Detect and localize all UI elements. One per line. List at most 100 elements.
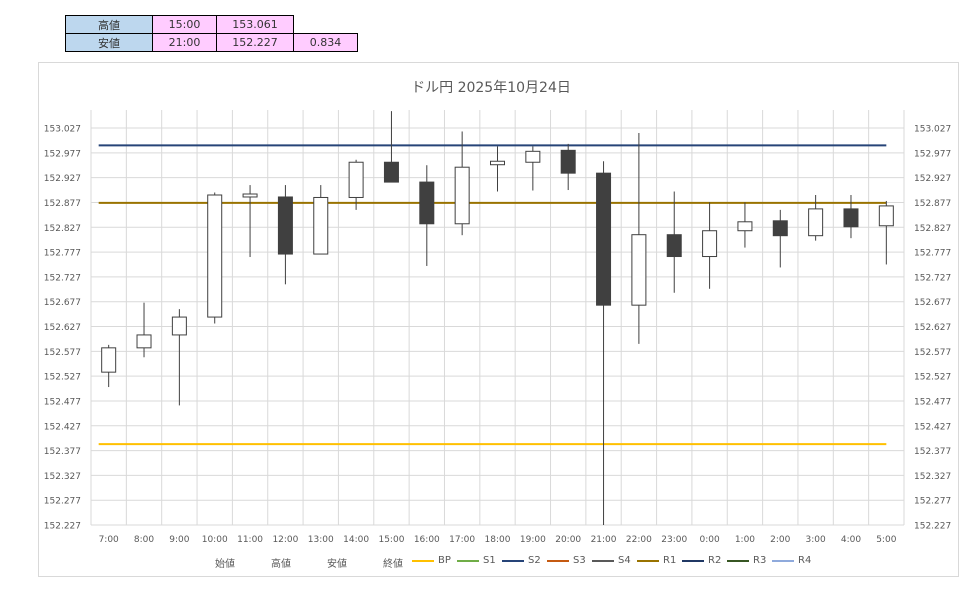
candle-body-up [207,194,223,318]
y-tick-label-right: 152.877 [914,199,951,209]
y-tick-label-left: 152.577 [44,348,81,358]
x-tick-label: 8:00 [134,535,154,545]
legend-item: 始値 [215,559,235,570]
legend-swatch [412,559,434,562]
candle-body-down [666,234,682,258]
x-tick-label: 9:00 [169,535,189,545]
legend-item-s2: S2 [502,555,541,566]
x-tick-label: 11:00 [237,535,263,545]
y-tick-label-left: 152.677 [44,298,81,308]
candle-body-up [878,205,894,227]
y-tick-label-right: 152.527 [914,373,951,383]
y-tick-label-left: 152.877 [44,199,81,209]
x-tick-label: 16:00 [414,535,440,545]
x-tick-label: 5:00 [876,535,896,545]
high-time: 15:00 [152,15,217,34]
y-tick-label-left: 152.427 [44,422,81,432]
candle-body-down [772,220,788,237]
x-tick-label: 14:00 [343,535,369,545]
x-tick-label: 20:00 [555,535,581,545]
legend-label: S2 [528,555,541,566]
legend-item-r1: R1 [637,555,676,566]
y-tick-label-left: 153.027 [44,125,81,135]
candle-body-down [277,196,293,255]
candle-body-up [313,196,329,255]
candle-body-up [525,150,541,163]
legend-item-bp: BP [412,555,451,566]
y-tick-label-left: 152.827 [44,224,81,234]
legend-item-s4: S4 [592,555,631,566]
candle-body-up [454,166,470,225]
y-tick-label-left: 152.477 [44,397,81,407]
y-tick-label-right: 152.927 [914,174,951,184]
legend-label: R4 [798,555,812,566]
y-tick-label-left: 152.527 [44,373,81,383]
legend-label: R1 [663,555,677,566]
range-value: 0.834 [293,33,358,52]
candle-body-up [631,234,647,306]
low-time: 21:00 [152,33,217,52]
y-tick-label-left: 152.977 [44,149,81,159]
y-tick-label-left: 152.227 [44,522,81,532]
y-tick-label-left: 152.627 [44,323,81,333]
legend-swatch [592,559,614,562]
candle-body-up [490,160,505,166]
y-tick-label-right: 152.827 [914,224,951,234]
x-tick-label: 0:00 [699,535,719,545]
legend-item-r3: R3 [727,555,766,566]
x-tick-label: 21:00 [591,535,617,545]
candle-body-up [737,221,753,232]
y-tick-label-left: 152.927 [44,174,81,184]
candle-body-up [136,334,152,349]
x-tick-label: 7:00 [99,535,119,545]
high-label: 高値 [65,15,153,34]
y-tick-label-right: 152.227 [914,522,951,532]
x-tick-label: 1:00 [735,535,755,545]
legend-swatch [682,559,704,562]
summary-row-high: 高値 15:00 153.061 [65,15,358,34]
legend-swatch [772,559,794,562]
low-label: 安値 [65,33,153,52]
y-tick-label-left: 152.727 [44,273,81,283]
candle-body-down [419,181,435,225]
y-tick-label-right: 152.477 [914,397,951,407]
x-tick-label: 13:00 [308,535,334,545]
x-tick-label: 23:00 [661,535,687,545]
y-tick-label-right: 152.277 [914,497,951,507]
x-tick-label: 19:00 [520,535,546,545]
y-tick-label-left: 152.327 [44,472,81,482]
candle-body-up [808,208,824,237]
y-tick-label-right: 152.777 [914,249,951,259]
y-tick-label-right: 152.427 [914,422,951,432]
y-tick-label-right: 152.727 [914,273,951,283]
y-tick-label-right: 152.677 [914,298,951,308]
legend-item-r4: R4 [772,555,811,566]
high-value: 153.061 [216,15,294,34]
candle-body-down [383,161,399,183]
x-tick-label: 12:00 [272,535,298,545]
low-value: 152.227 [216,33,294,52]
candle-body-up [348,161,364,198]
y-tick-label-left: 152.777 [44,249,81,259]
legend-swatch [457,559,479,562]
y-tick-label-left: 152.277 [44,497,81,507]
legend-label: R2 [708,555,722,566]
legend-item: 高値 [271,559,291,570]
legend-swatch [547,559,569,562]
x-tick-label: 15:00 [378,535,404,545]
candle-body-down [843,208,859,228]
legend-label: S4 [618,555,631,566]
legend-item-r2: R2 [682,555,721,566]
y-tick-label-right: 153.027 [914,125,951,135]
x-tick-label: 10:00 [202,535,228,545]
legend-swatch [637,559,659,562]
x-tick-label: 17:00 [449,535,475,545]
legend-label: S1 [483,555,496,566]
legend-label: BP [438,555,451,566]
chart-frame [38,62,959,577]
candle-body-up [101,347,117,373]
candle-body-down [596,172,612,306]
summary-row-low: 安値 21:00 152.227 0.834 [65,33,358,52]
candle-body-up [702,230,718,258]
